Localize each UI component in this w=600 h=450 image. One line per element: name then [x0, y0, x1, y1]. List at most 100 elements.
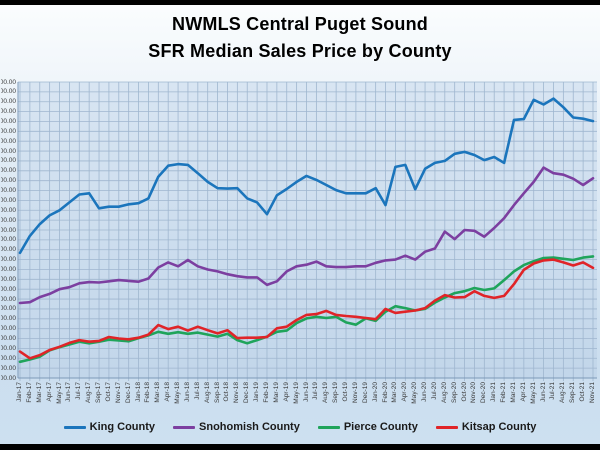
y-axis-tick-label: $500,000.00	[1, 256, 16, 264]
y-axis-tick-label: $225,000.00	[1, 364, 16, 372]
series-line-king-county	[18, 97, 595, 255]
y-axis-tick-label: $350,000.00	[1, 315, 16, 323]
x-axis-tick-label: Jun-19	[302, 382, 310, 402]
x-axis-tick-label: Jul-20	[430, 382, 438, 400]
x-axis-tick-label: Feb-19	[262, 382, 270, 403]
x-axis-tick-label: Jan-18	[134, 382, 142, 402]
legend-swatch-kitsap-county	[435, 425, 458, 429]
x-axis-tick-label: Jun-18	[183, 382, 191, 402]
y-axis-tick-label: $300,000.00	[1, 335, 16, 343]
y-axis-tick-label: $400,000.00	[1, 295, 16, 303]
x-axis-tick-label: Jun-21	[539, 382, 547, 402]
frame-border-top	[0, 0, 600, 5]
y-axis-tick-label: $425,000.00	[1, 285, 16, 293]
x-axis-tick-label: Feb-18	[144, 382, 152, 403]
chart-title-line-1: NWMLS Central Puget Sound	[172, 14, 428, 34]
y-axis-tick-label: $325,000.00	[1, 325, 16, 333]
x-axis-tick-label: Dec-19	[361, 382, 369, 403]
series-line-kitsap-county	[18, 258, 595, 360]
x-axis-tick-label: May-17	[55, 382, 63, 404]
x-axis-tick-label: Nov-17	[114, 382, 122, 403]
y-axis-tick-label: $825,000.00	[1, 127, 16, 135]
y-axis-tick-label: $650,000.00	[1, 196, 16, 204]
y-axis-tick-label: $675,000.00	[1, 187, 16, 195]
x-axis-tick-label: May-20	[411, 382, 419, 404]
chart-title-line-2: SFR Median Sales Price by County	[148, 41, 452, 61]
series-line-snohomish-county	[18, 166, 595, 305]
x-axis-tick-label: Oct-17	[104, 382, 112, 402]
legend-label-pierce-county: Pierce County	[343, 421, 418, 433]
x-axis-tick-label: Oct-20	[460, 382, 468, 402]
y-axis-tick-label: $600,000.00	[1, 216, 16, 224]
x-axis-tick-label: Jul-21	[549, 382, 557, 400]
y-axis-tick-label: $900,000.00	[1, 98, 16, 106]
x-axis-tick-label: Sep-20	[450, 382, 458, 403]
x-axis-tick-label: Jul-17	[75, 382, 83, 400]
legend-swatch-king-county	[63, 425, 86, 429]
x-axis-tick-label: Oct-21	[579, 382, 587, 402]
y-axis-tick-label: $950,000.00	[1, 78, 16, 86]
x-axis-tick-label: Dec-18	[243, 382, 251, 403]
legend-item-snohomish-county: Snohomish County	[173, 421, 300, 433]
x-axis-tick-label: Jul-18	[193, 382, 201, 400]
frame-border-bottom	[0, 444, 600, 450]
x-axis-tick-label: Nov-21	[589, 382, 596, 403]
x-axis-tick-label: Oct-19	[342, 382, 350, 402]
y-axis-tick-label: $275,000.00	[1, 344, 16, 352]
y-axis-tick-label: $375,000.00	[1, 305, 16, 313]
y-axis-tick-label: $725,000.00	[1, 167, 16, 175]
x-axis-tick-label: Mar-21	[509, 382, 517, 403]
y-axis-tick-label: $475,000.00	[1, 265, 16, 273]
legend-label-snohomish-county: Snohomish County	[199, 421, 300, 433]
y-axis-tick-label: $700,000.00	[1, 177, 16, 185]
x-axis-tick-label: Aug-20	[440, 382, 448, 403]
series-line-pierce-county	[18, 255, 595, 364]
y-axis-tick-label: $800,000.00	[1, 137, 16, 145]
y-axis-tick-label: $450,000.00	[1, 275, 16, 283]
legend-swatch-snohomish-county	[173, 425, 196, 429]
x-axis-tick-label: Aug-17	[85, 382, 93, 403]
y-axis-tick-label: $525,000.00	[1, 246, 16, 254]
y-axis-tick-label: $250,000.00	[1, 354, 16, 362]
x-axis-tick-label: Oct-18	[223, 382, 231, 402]
y-axis-tick-label: $575,000.00	[1, 226, 16, 234]
x-axis-tick-label: Jan-17	[16, 382, 23, 402]
x-axis-tick-label: Mar-20	[391, 382, 399, 403]
legend-item-king-county: King County	[63, 421, 156, 433]
x-axis-tick-label: May-19	[292, 382, 300, 404]
x-axis-tick-label: Feb-17	[25, 382, 33, 403]
legend-swatch-pierce-county	[317, 425, 340, 429]
x-axis-tick-label: Apr-20	[401, 382, 409, 402]
x-axis-tick-label: Nov-18	[233, 382, 241, 403]
legend-label-kitsap-county: Kitsap County	[461, 421, 537, 433]
y-axis-tick-label: $775,000.00	[1, 147, 16, 155]
x-axis-tick-label: Nov-20	[470, 382, 478, 403]
x-axis-tick-label: Jan-19	[253, 382, 261, 402]
x-axis-tick-label: Jan-21	[490, 382, 498, 402]
y-axis-tick-label: $875,000.00	[1, 108, 16, 116]
x-axis-tick-label: Mar-18	[154, 382, 162, 403]
x-axis-tick-label: Aug-18	[203, 382, 211, 403]
x-axis-tick-label: Jan-20	[371, 382, 379, 402]
legend-label-king-county: King County	[89, 421, 156, 433]
x-axis-tick-label: Apr-19	[282, 382, 290, 402]
x-axis-tick-label: Dec-17	[124, 382, 132, 403]
y-axis-tick-label: $850,000.00	[1, 117, 16, 125]
x-axis-tick-label: Jun-20	[421, 382, 429, 402]
y-axis-tick-label: $200,000.00	[1, 374, 16, 382]
x-axis-tick-label: May-21	[529, 382, 537, 404]
x-axis-tick-label: May-18	[174, 382, 182, 404]
legend-item-pierce-county: Pierce County	[317, 421, 418, 433]
x-axis-tick-label: Sep-17	[95, 382, 103, 403]
x-axis-tick-label: Aug-21	[559, 382, 567, 403]
x-axis-tick-label: Nov-19	[351, 382, 359, 403]
y-axis-tick-label: $750,000.00	[1, 157, 16, 165]
x-axis-tick-label: Jul-19	[312, 382, 320, 400]
x-axis-tick-label: Sep-19	[332, 382, 340, 403]
x-axis-tick-label: Sep-18	[213, 382, 221, 403]
x-axis-tick-label: Aug-19	[322, 382, 330, 403]
x-axis-tick-label: Mar-19	[272, 382, 280, 403]
x-axis-tick-label: Feb-21	[500, 382, 508, 403]
